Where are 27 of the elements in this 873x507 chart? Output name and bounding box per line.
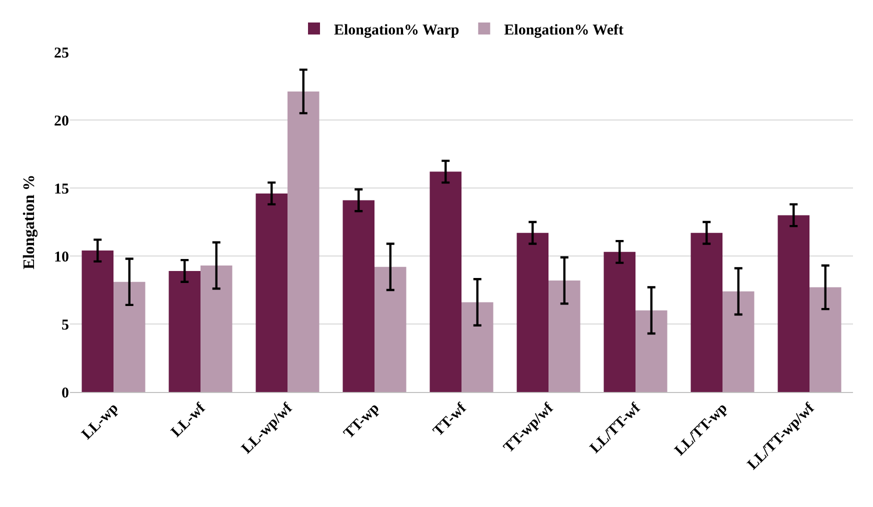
y-tick-label: 10 bbox=[54, 249, 69, 266]
bar bbox=[548, 280, 580, 392]
y-tick-label: 20 bbox=[54, 113, 69, 130]
bar bbox=[722, 291, 754, 392]
bar bbox=[200, 266, 232, 392]
bar bbox=[82, 250, 114, 392]
y-axis-title: Elongation % bbox=[20, 174, 38, 270]
y-tick-label: 5 bbox=[62, 317, 69, 334]
bar bbox=[604, 252, 636, 392]
bar bbox=[114, 282, 146, 392]
bar bbox=[256, 193, 288, 392]
legend-label: Elongation% Warp bbox=[334, 22, 460, 38]
legend-label: Elongation% Weft bbox=[504, 22, 624, 38]
bar bbox=[778, 215, 810, 392]
bar bbox=[516, 232, 548, 392]
bar bbox=[374, 266, 406, 392]
y-tick-label: 15 bbox=[54, 181, 69, 198]
bar bbox=[168, 270, 200, 392]
bar bbox=[690, 232, 722, 392]
bar bbox=[342, 200, 374, 392]
bar bbox=[810, 287, 842, 392]
bar bbox=[636, 310, 668, 392]
bar bbox=[430, 172, 462, 392]
bar bbox=[288, 91, 320, 392]
y-tick-label: 0 bbox=[62, 385, 69, 402]
y-tick-label: 25 bbox=[54, 45, 69, 62]
bar bbox=[462, 302, 494, 392]
